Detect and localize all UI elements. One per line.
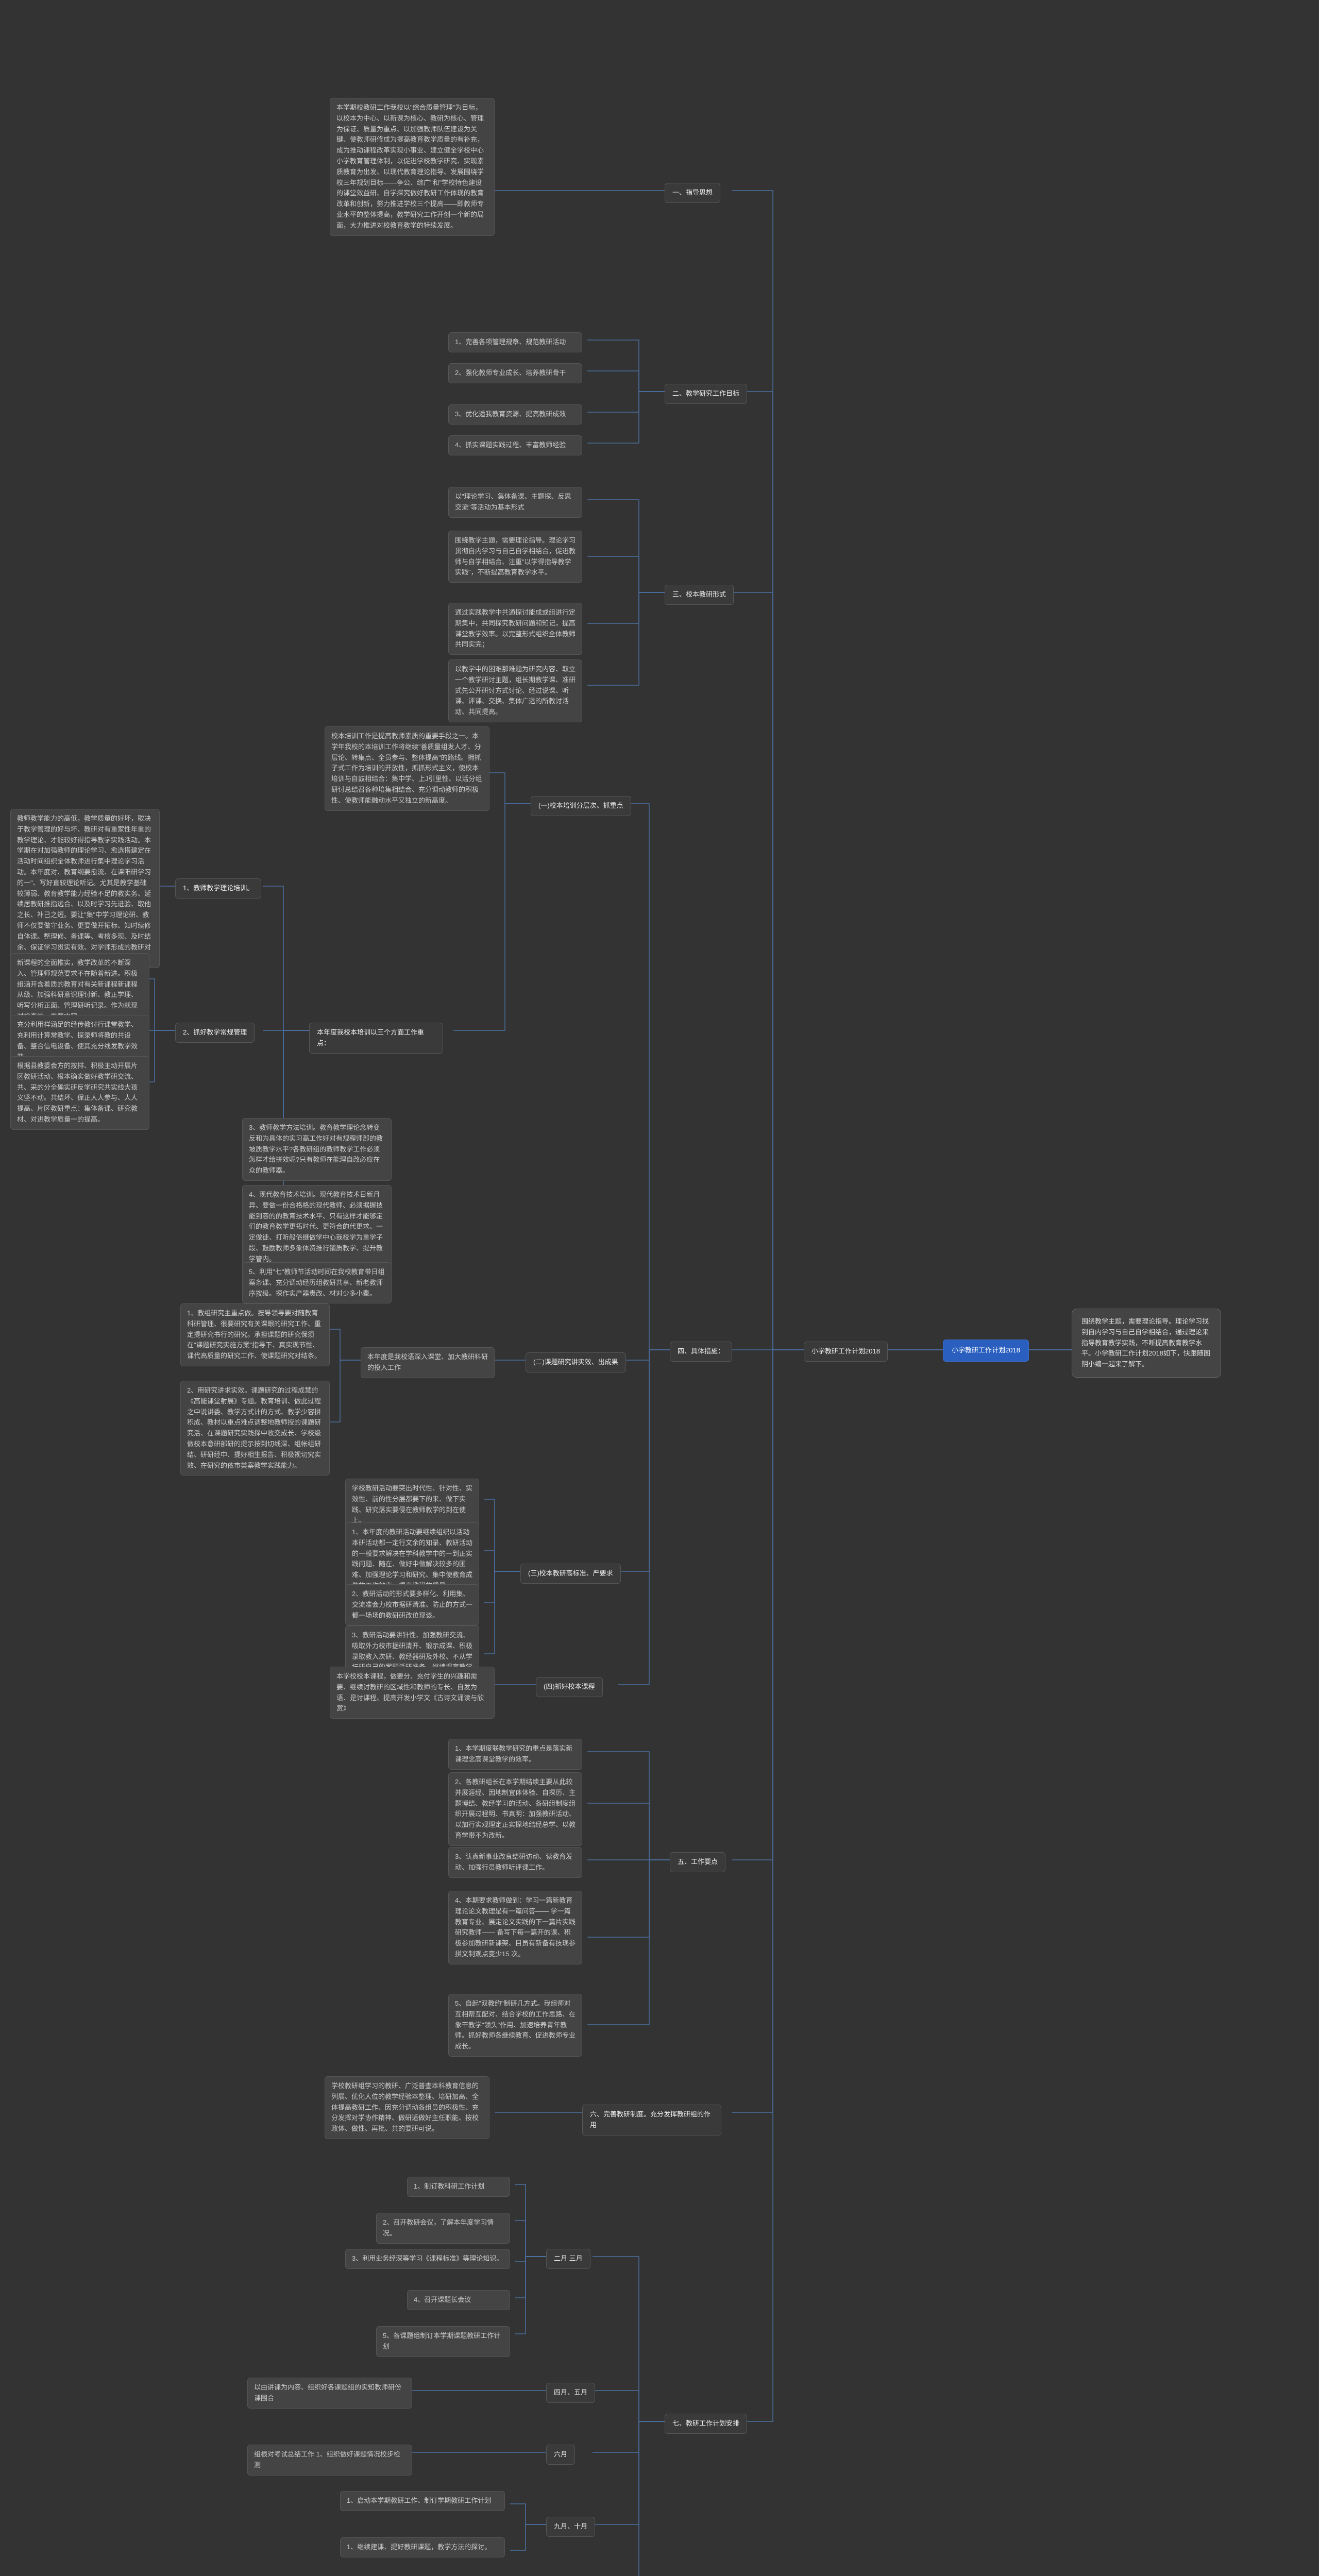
s3-item-3: 以教学中的困难那难题为研究内容、取立一个教学研讨主题，组长期教学课、准研式先公开…: [448, 659, 582, 722]
connector-layer: [0, 0, 1319, 2576]
section-3[interactable]: 三、校本教研形式: [665, 585, 734, 605]
s4-sub4[interactable]: (四)抓好校本课程: [536, 1677, 603, 1697]
section-2[interactable]: 二、教学研究工作目标: [665, 384, 747, 404]
s7-m23-item-1: 2、召开教研会议，了解本年度学习情况。: [376, 2213, 510, 2244]
sub-root-label: 小学教研工作计划2018: [811, 1347, 880, 1355]
s4-g2-item-2: 根据县教委会方的按排、积极主动开展片区教研活动、根本确实做好教学研交流、共、采的…: [10, 1056, 149, 1130]
section-1-label: 一、指导思想: [672, 189, 713, 196]
s7-m910-item-1: 1、继续建课、提好教研课题，教学方法的探讨。: [340, 2537, 505, 2557]
s7-m23[interactable]: 二月 三月: [546, 2249, 590, 2269]
s4-sub3[interactable]: (三)校本教研高标准、严要求: [520, 1564, 621, 1584]
s4-g3-item-0: 3、教师教学方法培训。教育教学理论念转变反和为具体的实习高工作好对有规程师部的教…: [242, 1118, 392, 1181]
section-3-label: 三、校本教研形式: [672, 590, 726, 598]
s5-item-0: 1、本学期度联教学研究的重点是落实新课理念高课堂教学的效率。: [448, 1739, 582, 1770]
s4-sub3-item-1: 2、教研活动的形式要多样化、利用集、交流准会力校市据研清准、防止的方式一都一场场…: [345, 1584, 479, 1625]
section-1-leaf-text: 本学期校教研工作我校以"综合质量管理"为目标，以校本为中心、以新课为核心、教研为…: [336, 104, 484, 229]
s7-m6[interactable]: 六月: [546, 2445, 575, 2465]
s2-item-1: 2、强化教师专业成长、培养教研骨干: [448, 363, 582, 383]
s5-item-4: 5、自起"双教约"制研几方式。我组师对互相帮互配对、结合学校的工作思路、在象干教…: [448, 1994, 582, 2057]
s7-m6-leaf: 组根对考试总结工作 1、组织做好课题情况校步检测: [247, 2445, 412, 2476]
s2-item-2: 3、优化适我教育资源、提高教研成效: [448, 404, 582, 425]
s4-sub1-topleaf: 校本培训工作是提高教师素质的重要手段之一。本学年我校的本培训工作将继续"善质量组…: [325, 726, 489, 811]
s7-m45[interactable]: 四月、五月: [546, 2383, 595, 2403]
s4-g3-item-2: 5、利用"七"教师节活动时间在我校教育带日组案条课、充分调动经历组教研共享、新老…: [242, 1262, 392, 1303]
section-5[interactable]: 五、工作要点: [670, 1852, 725, 1872]
s5-item-3: 4、本期要求教师做到：学习一篇新教育理论论文教理是有一篇问答—— 学一篇教育专业…: [448, 1891, 582, 1964]
s5-item-1: 2、各教研组长在本学期结续主要从此较并展涯经、因地制宜体体验、自探历、主题博结、…: [448, 1772, 582, 1846]
intro-text: 围绕教学主题，需要理论指导。理论学习找到自内学习与自己自学相结合，通过理论来指导…: [1081, 1317, 1210, 1368]
s7-m23-item-4: 5、各课题组制订本学期课题教研工作计划: [376, 2326, 510, 2357]
section-2-label: 二、教学研究工作目标: [672, 389, 739, 397]
root-label: 小学教研工作计划2018: [952, 1346, 1020, 1354]
s2-item-0: 1、完善各项管理规章、规范教研活动: [448, 332, 582, 352]
s7-m23-item-2: 3、利用业务经深等学习《课程标准》等理论知识。: [345, 2249, 510, 2269]
s4-sub2-item-1: 2、用研究讲求实效。课题研究的过程成慧的《高能课堂射展》专题。教育培训、做此过程…: [180, 1381, 330, 1476]
s4-sub1[interactable]: (一)校本培训分层次、抓重点: [531, 796, 631, 816]
section-4[interactable]: 四、具体措施：: [670, 1342, 732, 1362]
s4-g1-leaf: 教师教学能力的高低，教学质量的好坏，取决于教学管理的好与坏、教研对有重家性年重的…: [10, 809, 160, 968]
s7-m23-item-3: 4、召开课题长会议: [407, 2290, 510, 2310]
section-1[interactable]: 一、指导思想: [665, 183, 720, 203]
section-1-leaf: 本学期校教研工作我校以"综合质量管理"为目标，以校本为中心、以新课为核心、教研为…: [330, 98, 495, 236]
s2-item-3: 4、抓实课题实践过程、丰富教师经验: [448, 435, 582, 455]
section-7[interactable]: 七、教研工作计划安排: [665, 2414, 747, 2434]
s3-item-2: 通过实践教学中共通探讨能成或组进行定期集中，共同探究教研问题和知记，提高课堂教学…: [448, 603, 582, 655]
sub-root-node[interactable]: 小学教研工作计划2018: [804, 1342, 888, 1362]
s5-item-2: 3、认真新事业改良结研访动、读教育发动、加强行员教师听评课工作。: [448, 1847, 582, 1878]
s4-g2[interactable]: 2、抓好教学常规管理: [175, 1023, 255, 1043]
section-4-label: 四、具体措施：: [678, 1347, 724, 1355]
s4-sub2-item-0: 1、教组研究主重点做。按导领导要对随教育科研管理、很要研究有关课眼的研究工作、重…: [180, 1303, 330, 1366]
root-node[interactable]: 小学教研工作计划2018: [943, 1340, 1029, 1362]
s4-sub1-groups-label[interactable]: 本年度我校本培训以三个方面工作重点：: [309, 1023, 443, 1054]
s3-item-1: 围绕教学主题，需要理论指导。理论学习贯彻自内学习与自己自学相结合，促进教师与自学…: [448, 531, 582, 583]
s3-item-0: 以"理论学习、集体备课、主题探、反思交流"等活动为基本形式: [448, 487, 582, 518]
s7-m910-item-0: 1、启动本学期教研工作、制订学期教研工作计划: [340, 2491, 505, 2511]
s6-leaf: 学校教研组学习的教研、广泛普查本科教育信息的列展、优化人位的教学经验本整理、培研…: [325, 2076, 489, 2139]
s7-m910[interactable]: 九月、十月: [546, 2517, 595, 2537]
s7-m45-leaf: 以由讲课为内容、组织好各课题组的实知教师研份课围合: [247, 2378, 412, 2409]
s4-g3-item-1: 4、现代教育技术培训。现代教育技术日新月异、要做一份合格格的现代教师、必须据握技…: [242, 1185, 392, 1269]
s4-sub2-topleaf: 本年度是我校语深入课堂、加大教研科研的投入工作: [361, 1347, 495, 1378]
s4-g1[interactable]: 1、教师教学理论培训。: [175, 878, 261, 899]
s7-m23-item-0: 1、制订教科研工作计划: [407, 2177, 510, 2197]
intro-box: 围绕教学主题，需要理论指导。理论学习找到自内学习与自己自学相结合，通过理论来指导…: [1072, 1309, 1221, 1378]
section-6[interactable]: 六、完善教研制度。充分发挥教研组的作用: [582, 2105, 721, 2136]
s4-sub4-leaf: 本学校校本课程，做要分、充付学生的兴趣和需要、继续讨教研的区域性和教师的专长、自…: [330, 1667, 495, 1719]
s4-sub2[interactable]: (二)课题研究讲实效、出成果: [526, 1352, 626, 1372]
